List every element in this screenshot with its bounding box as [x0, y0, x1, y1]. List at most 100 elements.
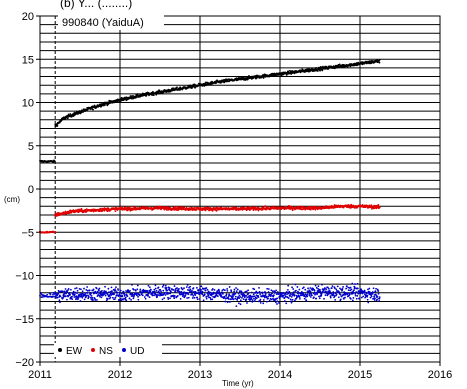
data-point [368, 204, 371, 207]
data-point [154, 287, 157, 290]
data-point [147, 284, 150, 287]
data-point [56, 125, 59, 127]
data-point [68, 292, 71, 294]
data-point [378, 299, 381, 302]
data-point [378, 297, 381, 300]
y-tick-label: −15 [15, 314, 34, 326]
data-point [176, 287, 178, 289]
data-point [356, 287, 359, 290]
data-point [92, 210, 95, 213]
data-point [305, 299, 308, 302]
data-point [120, 292, 123, 295]
data-point [291, 286, 293, 289]
data-point [207, 294, 210, 297]
data-point [66, 117, 69, 120]
data-point [252, 293, 255, 296]
y-tick-label: −10 [15, 271, 34, 283]
data-point [151, 294, 154, 296]
data-point [95, 287, 98, 290]
data-point [216, 295, 219, 298]
data-point [287, 284, 290, 287]
data-point [351, 282, 354, 285]
data-point [294, 283, 297, 286]
data-point [270, 289, 273, 292]
data-point [74, 287, 76, 290]
data-point [347, 289, 350, 292]
data-point [245, 294, 248, 297]
data-point [186, 284, 189, 286]
data-point [129, 205, 131, 208]
data-point [128, 297, 131, 300]
data-point [333, 204, 336, 206]
data-point [206, 288, 209, 291]
data-point [182, 293, 185, 295]
data-point [298, 296, 301, 299]
data-point [109, 296, 112, 299]
data-point [378, 296, 381, 299]
data-point [242, 292, 245, 295]
data-point [228, 294, 231, 297]
data-point [213, 292, 215, 295]
y-tick-label: −20 [15, 357, 34, 369]
data-point [254, 298, 257, 301]
data-point [78, 287, 81, 290]
data-point [191, 293, 194, 296]
data-point [59, 301, 61, 304]
data-point [205, 287, 208, 289]
data-point [155, 93, 158, 96]
data-point [90, 292, 92, 295]
data-point [66, 298, 68, 301]
legend-label-ud: UD [130, 346, 144, 357]
data-point [235, 287, 237, 289]
data-point [123, 292, 126, 295]
data-point [101, 289, 103, 292]
data-point [97, 289, 100, 292]
data-point [41, 296, 44, 298]
data-point [196, 292, 199, 295]
data-point [271, 292, 274, 295]
data-point [372, 291, 375, 294]
data-point [56, 296, 59, 299]
data-point [244, 290, 247, 293]
data-point [239, 290, 241, 292]
data-point [251, 299, 254, 302]
data-point [308, 294, 311, 297]
data-point [282, 292, 285, 295]
data-point [308, 289, 311, 292]
data-point [147, 295, 150, 297]
data-point [318, 297, 321, 300]
data-point [131, 295, 134, 297]
data-point [131, 283, 133, 286]
data-point [345, 287, 348, 290]
data-point [222, 292, 224, 295]
data-point [223, 296, 226, 299]
data-point [80, 295, 83, 298]
data-point [235, 290, 238, 293]
data-point [152, 94, 155, 97]
data-point [191, 290, 194, 292]
data-point [352, 297, 355, 299]
data-point [103, 293, 106, 295]
data-point [107, 287, 110, 290]
data-point [105, 291, 108, 294]
data-point [248, 75, 250, 77]
data-point [295, 294, 298, 297]
data-point [81, 296, 84, 299]
data-point [120, 298, 122, 300]
data-point [144, 297, 147, 300]
data-point [334, 287, 336, 290]
data-point [211, 298, 214, 301]
y-tick-labels: 20 15 10 5 0 −5 −10 −15 −20 [15, 11, 34, 369]
data-point [53, 295, 55, 298]
data-point [276, 291, 279, 293]
data-point [73, 293, 76, 296]
data-point [121, 295, 124, 298]
data-point [372, 287, 375, 290]
data-point [264, 293, 267, 295]
data-point [279, 295, 282, 298]
data-point [339, 298, 342, 301]
data-point [164, 294, 167, 296]
data-point [309, 290, 312, 293]
data-point [377, 203, 380, 206]
